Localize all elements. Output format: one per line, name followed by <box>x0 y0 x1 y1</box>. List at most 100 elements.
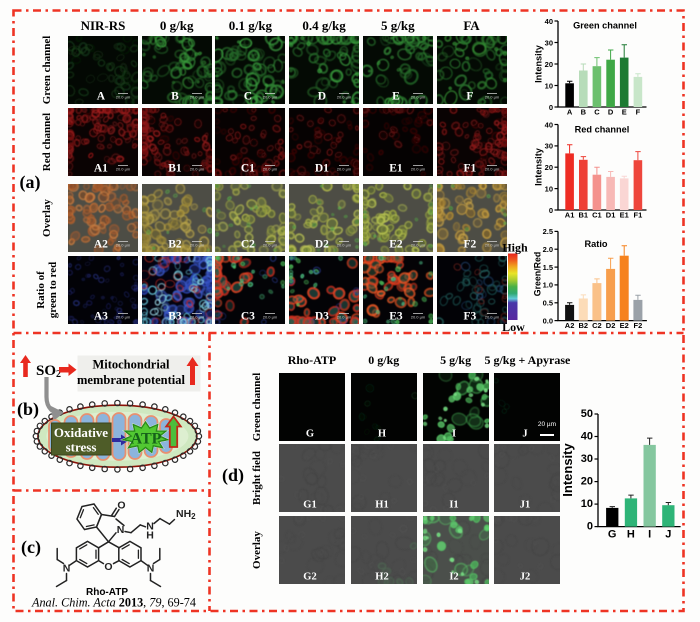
svg-text:Green channel: Green channel <box>41 36 53 105</box>
svg-text:F2: F2 <box>634 321 643 330</box>
svg-text:F1: F1 <box>634 211 643 220</box>
svg-text:0 g/kg: 0 g/kg <box>160 18 194 33</box>
svg-text:20.0 µm: 20.0 µm <box>484 95 499 100</box>
svg-text:20: 20 <box>581 475 593 487</box>
svg-text:1.0: 1.0 <box>543 281 553 290</box>
svg-text:NIR-RS: NIR-RS <box>81 18 126 33</box>
svg-text:10: 10 <box>545 184 553 193</box>
svg-text:D1: D1 <box>606 211 616 220</box>
svg-text:G1: G1 <box>303 500 316 511</box>
svg-text:Oxidative: Oxidative <box>54 425 108 440</box>
svg-text:Mitochondrial: Mitochondrial <box>92 358 170 372</box>
svg-text:20: 20 <box>545 60 553 69</box>
svg-text:J: J <box>665 529 671 541</box>
svg-text:0: 0 <box>549 103 553 112</box>
svg-text:20.0 µm: 20.0 µm <box>189 167 204 172</box>
svg-text:5 g/kg + Apyrase: 5 g/kg + Apyrase <box>484 353 571 367</box>
svg-text:Green channel: Green channel <box>573 21 637 31</box>
svg-text:0.0: 0.0 <box>543 316 553 325</box>
svg-text:F2: F2 <box>463 239 476 251</box>
svg-text:B: B <box>171 91 179 103</box>
svg-text:20.0 µm: 20.0 µm <box>484 315 499 320</box>
svg-text:N: N <box>147 563 155 575</box>
svg-text:B1: B1 <box>579 211 589 220</box>
svg-text:Rho-ATP: Rho-ATP <box>288 353 336 367</box>
svg-text:B2: B2 <box>579 321 589 330</box>
svg-text:20.0 µm: 20.0 µm <box>411 243 426 248</box>
svg-text:Overlay: Overlay <box>41 199 53 237</box>
svg-text:20.0 µm: 20.0 µm <box>337 167 352 172</box>
svg-text:5 g/kg: 5 g/kg <box>440 353 471 367</box>
svg-text:0 g/kg: 0 g/kg <box>368 353 399 367</box>
svg-text:H: H <box>627 529 635 541</box>
svg-text:ATP: ATP <box>131 431 162 448</box>
svg-text:NH2: NH2 <box>176 508 196 521</box>
svg-text:40: 40 <box>545 120 553 129</box>
svg-text:D2: D2 <box>315 239 329 251</box>
svg-text:C2: C2 <box>592 321 602 330</box>
svg-text:A1: A1 <box>94 163 108 175</box>
svg-text:Ratio of: Ratio of <box>35 271 47 309</box>
svg-text:Red channel: Red channel <box>41 113 53 171</box>
svg-text:Anal. Chim. Acta 2013, 79, 69-: Anal. Chim. Acta 2013, 79, 69-74 <box>31 596 196 610</box>
svg-text:0.1 g/kg: 0.1 g/kg <box>229 18 273 33</box>
svg-text:0.4 g/kg: 0.4 g/kg <box>302 18 346 33</box>
svg-text:20.0 µm: 20.0 µm <box>484 243 499 248</box>
svg-text:A: A <box>567 108 573 117</box>
svg-text:(c): (c) <box>21 537 41 558</box>
svg-text:Green/Red: Green/Red <box>533 252 543 297</box>
svg-text:20.0 µm: 20.0 µm <box>116 95 131 100</box>
svg-text:E1: E1 <box>620 211 629 220</box>
svg-text:20.0 µm: 20.0 µm <box>263 243 278 248</box>
svg-text:10: 10 <box>581 498 593 510</box>
svg-text:E: E <box>622 108 627 117</box>
svg-text:20.0 µm: 20.0 µm <box>263 167 278 172</box>
svg-text:H: H <box>378 429 386 440</box>
svg-text:20.0 µm: 20.0 µm <box>116 243 131 248</box>
svg-text:30: 30 <box>545 142 553 151</box>
svg-text:20.0 µm: 20.0 µm <box>337 315 352 320</box>
svg-text:B3: B3 <box>168 311 182 323</box>
svg-text:FA: FA <box>463 18 480 33</box>
svg-text:Green channel: Green channel <box>251 373 263 442</box>
svg-text:O: O <box>104 561 112 573</box>
svg-text:Intensity: Intensity <box>560 443 575 497</box>
svg-text:5 g/kg: 5 g/kg <box>381 18 415 33</box>
svg-text:D: D <box>318 91 326 103</box>
svg-text:D1: D1 <box>315 163 329 175</box>
svg-text:20: 20 <box>545 163 553 172</box>
svg-text:20 µm: 20 µm <box>538 421 556 428</box>
svg-text:40: 40 <box>545 17 553 26</box>
svg-text:20.0 µm: 20.0 µm <box>484 167 499 172</box>
svg-text:2.5: 2.5 <box>543 227 553 236</box>
svg-text:A2: A2 <box>94 239 108 251</box>
svg-text:0.5: 0.5 <box>543 299 553 308</box>
svg-text:A2: A2 <box>565 321 575 330</box>
svg-text:(a): (a) <box>20 172 41 193</box>
svg-text:20.0 µm: 20.0 µm <box>189 315 204 320</box>
svg-text:H: H <box>146 530 154 542</box>
svg-text:N: N <box>63 563 71 575</box>
svg-text:30: 30 <box>545 38 553 47</box>
svg-text:I: I <box>648 529 651 541</box>
svg-text:Intensity: Intensity <box>534 44 544 83</box>
svg-text:0: 0 <box>549 206 553 215</box>
svg-text:E3: E3 <box>389 311 403 323</box>
svg-text:stress: stress <box>66 440 97 455</box>
svg-text:I: I <box>452 429 456 440</box>
svg-text:(d): (d) <box>222 465 244 486</box>
svg-text:20.0 µm: 20.0 µm <box>116 315 131 320</box>
svg-text:E2: E2 <box>620 321 629 330</box>
svg-text:membrane potential: membrane potential <box>77 373 185 387</box>
svg-text:B2: B2 <box>168 239 182 251</box>
svg-text:F3: F3 <box>463 311 476 323</box>
svg-text:C2: C2 <box>241 239 255 251</box>
svg-text:40: 40 <box>581 430 593 442</box>
svg-text:D: D <box>608 108 614 117</box>
svg-text:D2: D2 <box>606 321 616 330</box>
svg-text:F: F <box>466 91 473 103</box>
svg-text:G: G <box>608 529 617 541</box>
svg-text:Overlay: Overlay <box>251 531 263 569</box>
svg-text:C: C <box>594 108 600 117</box>
svg-text:B: B <box>581 108 587 117</box>
